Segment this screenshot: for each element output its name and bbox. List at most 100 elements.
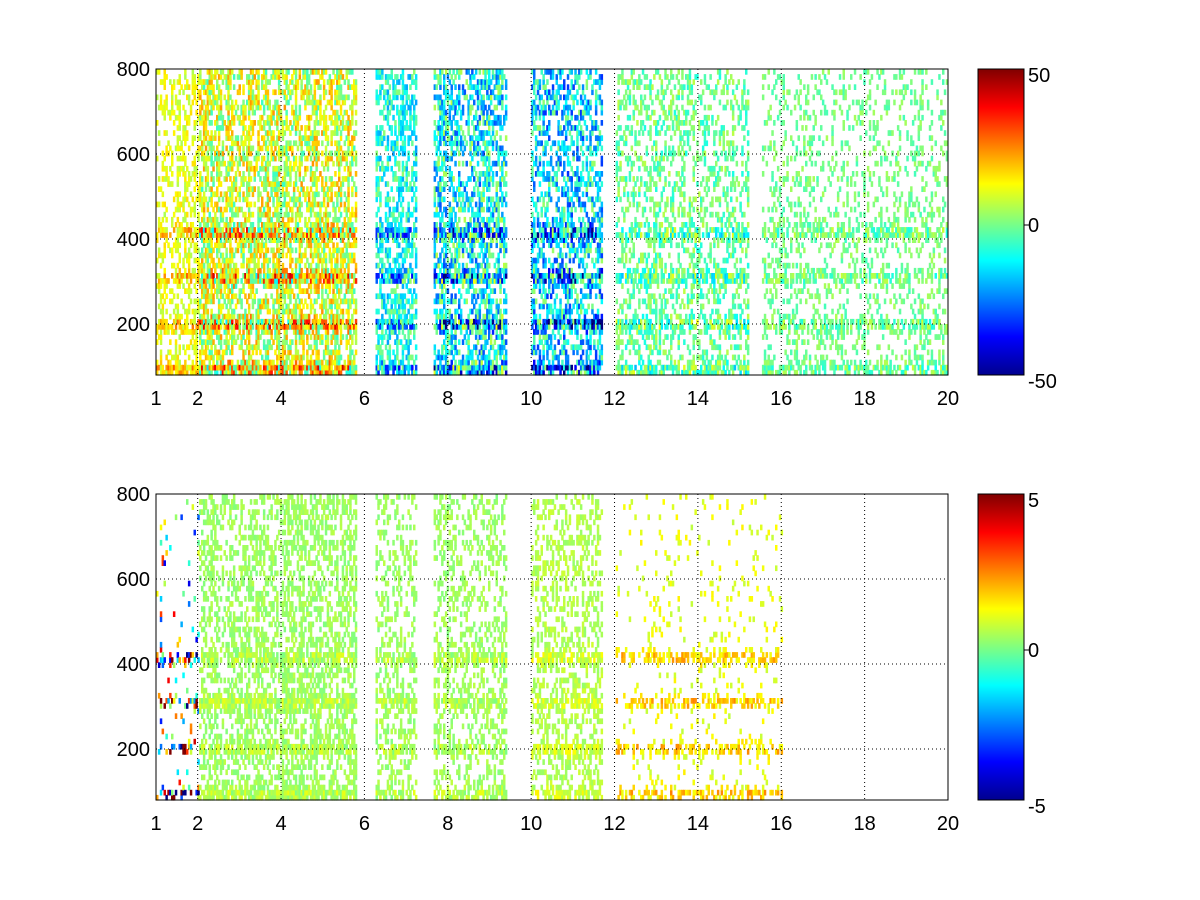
heatmap-cell bbox=[186, 252, 189, 259]
heatmap-cell bbox=[294, 313, 298, 320]
heatmap-cell bbox=[178, 318, 181, 325]
heatmap-cell bbox=[392, 278, 395, 284]
heatmap-cell bbox=[443, 120, 446, 126]
heatmap-cell bbox=[306, 257, 309, 264]
heatmap-cell bbox=[283, 334, 287, 340]
heatmap-cell bbox=[272, 74, 275, 80]
heatmap-cell bbox=[206, 181, 210, 187]
heatmap-cell bbox=[208, 267, 211, 274]
heatmap-cell bbox=[234, 303, 238, 310]
heatmap-cell bbox=[349, 120, 352, 126]
heatmap-cell bbox=[315, 227, 318, 233]
heatmap-cell bbox=[291, 267, 294, 274]
heatmap-cell bbox=[195, 344, 198, 351]
heatmap-cell bbox=[242, 369, 245, 376]
heatmap-cell bbox=[446, 155, 450, 162]
heatmap-cell bbox=[461, 104, 465, 111]
heatmap-cell bbox=[157, 216, 161, 223]
heatmap-cell bbox=[313, 232, 317, 238]
heatmap-cell bbox=[272, 109, 275, 116]
heatmap-cell bbox=[454, 364, 457, 371]
heatmap-cell bbox=[187, 288, 191, 294]
heatmap-cell bbox=[255, 278, 258, 284]
heatmap-cell bbox=[313, 99, 317, 106]
heatmap-cell bbox=[403, 114, 407, 121]
heatmap-cell bbox=[291, 145, 294, 152]
heatmap-cell bbox=[292, 181, 296, 187]
heatmap-cell bbox=[240, 334, 243, 340]
heatmap-cell bbox=[296, 364, 300, 371]
heatmap-cell bbox=[206, 288, 210, 294]
heatmap-cell bbox=[392, 313, 395, 320]
heatmap-cell bbox=[227, 262, 230, 269]
heatmap-cell bbox=[281, 303, 285, 310]
heatmap-cell bbox=[461, 191, 465, 198]
heatmap-cell bbox=[347, 364, 350, 371]
heatmap-cell bbox=[210, 227, 213, 233]
heatmap-cell bbox=[443, 339, 446, 345]
heatmap-cell bbox=[231, 145, 234, 152]
heatmap-cell bbox=[330, 155, 333, 162]
heatmap-cell bbox=[399, 227, 403, 233]
heatmap-cell bbox=[202, 165, 206, 172]
heatmap-cell bbox=[392, 145, 395, 152]
heatmap-cell bbox=[276, 308, 279, 315]
heatmap-cell bbox=[450, 155, 453, 162]
heatmap-cell bbox=[315, 313, 318, 320]
heatmap-cell bbox=[197, 89, 200, 96]
heatmap-cell bbox=[392, 196, 395, 203]
heatmap-cell bbox=[283, 201, 287, 208]
heatmap-cell bbox=[435, 74, 438, 80]
heatmap-cell bbox=[336, 84, 339, 90]
heatmap-cell bbox=[272, 211, 275, 218]
heatmap-cell bbox=[291, 74, 294, 80]
heatmap-cell bbox=[330, 130, 333, 136]
heatmap-cell bbox=[291, 273, 294, 279]
heatmap-cell bbox=[219, 359, 223, 366]
heatmap-cell bbox=[217, 329, 221, 335]
heatmap-cell bbox=[396, 242, 399, 249]
heatmap-cell bbox=[225, 364, 228, 371]
heatmap-cell bbox=[186, 130, 189, 136]
heatmap-cell bbox=[456, 135, 459, 141]
heatmap-cell bbox=[456, 232, 459, 238]
heatmap-cell bbox=[184, 359, 187, 366]
heatmap-cell bbox=[294, 94, 298, 101]
heatmap-cell bbox=[279, 324, 283, 330]
heatmap-cell bbox=[443, 344, 446, 351]
heatmap-cell bbox=[322, 354, 326, 361]
heatmap-cell bbox=[375, 99, 378, 106]
heatmap-cell bbox=[336, 252, 339, 259]
heatmap-cell bbox=[270, 364, 273, 371]
heatmap-cell bbox=[459, 324, 463, 330]
heatmap-cell bbox=[450, 252, 453, 259]
heatmap-cell bbox=[458, 227, 461, 233]
heatmap-cell bbox=[244, 324, 247, 330]
heatmap-cell bbox=[257, 232, 260, 238]
heatmap-cell bbox=[347, 181, 350, 187]
heatmap-cell bbox=[184, 242, 187, 249]
heatmap-cell bbox=[229, 201, 232, 208]
heatmap-cell bbox=[326, 267, 330, 274]
heatmap-cell bbox=[383, 104, 386, 111]
heatmap-cell bbox=[270, 120, 273, 126]
heatmap-cell bbox=[433, 130, 437, 136]
heatmap-cell bbox=[433, 227, 437, 233]
heatmap-cell bbox=[414, 344, 418, 351]
heatmap-cell bbox=[212, 283, 215, 289]
heatmap-cell bbox=[210, 145, 213, 152]
heatmap-cell bbox=[202, 313, 206, 320]
heatmap-cell bbox=[322, 125, 326, 131]
heatmap-cell bbox=[264, 369, 268, 376]
heatmap-cell bbox=[458, 160, 461, 167]
heatmap-cell bbox=[159, 99, 163, 106]
heatmap-cell bbox=[392, 171, 395, 177]
heatmap-cell bbox=[277, 257, 281, 264]
heatmap-cell bbox=[253, 165, 256, 172]
heatmap-cell bbox=[347, 94, 350, 101]
heatmap-cell bbox=[461, 84, 465, 90]
heatmap-cell bbox=[234, 176, 238, 182]
heatmap-cell bbox=[439, 359, 442, 366]
heatmap-cell bbox=[349, 288, 352, 294]
heatmap-cell bbox=[444, 130, 448, 136]
